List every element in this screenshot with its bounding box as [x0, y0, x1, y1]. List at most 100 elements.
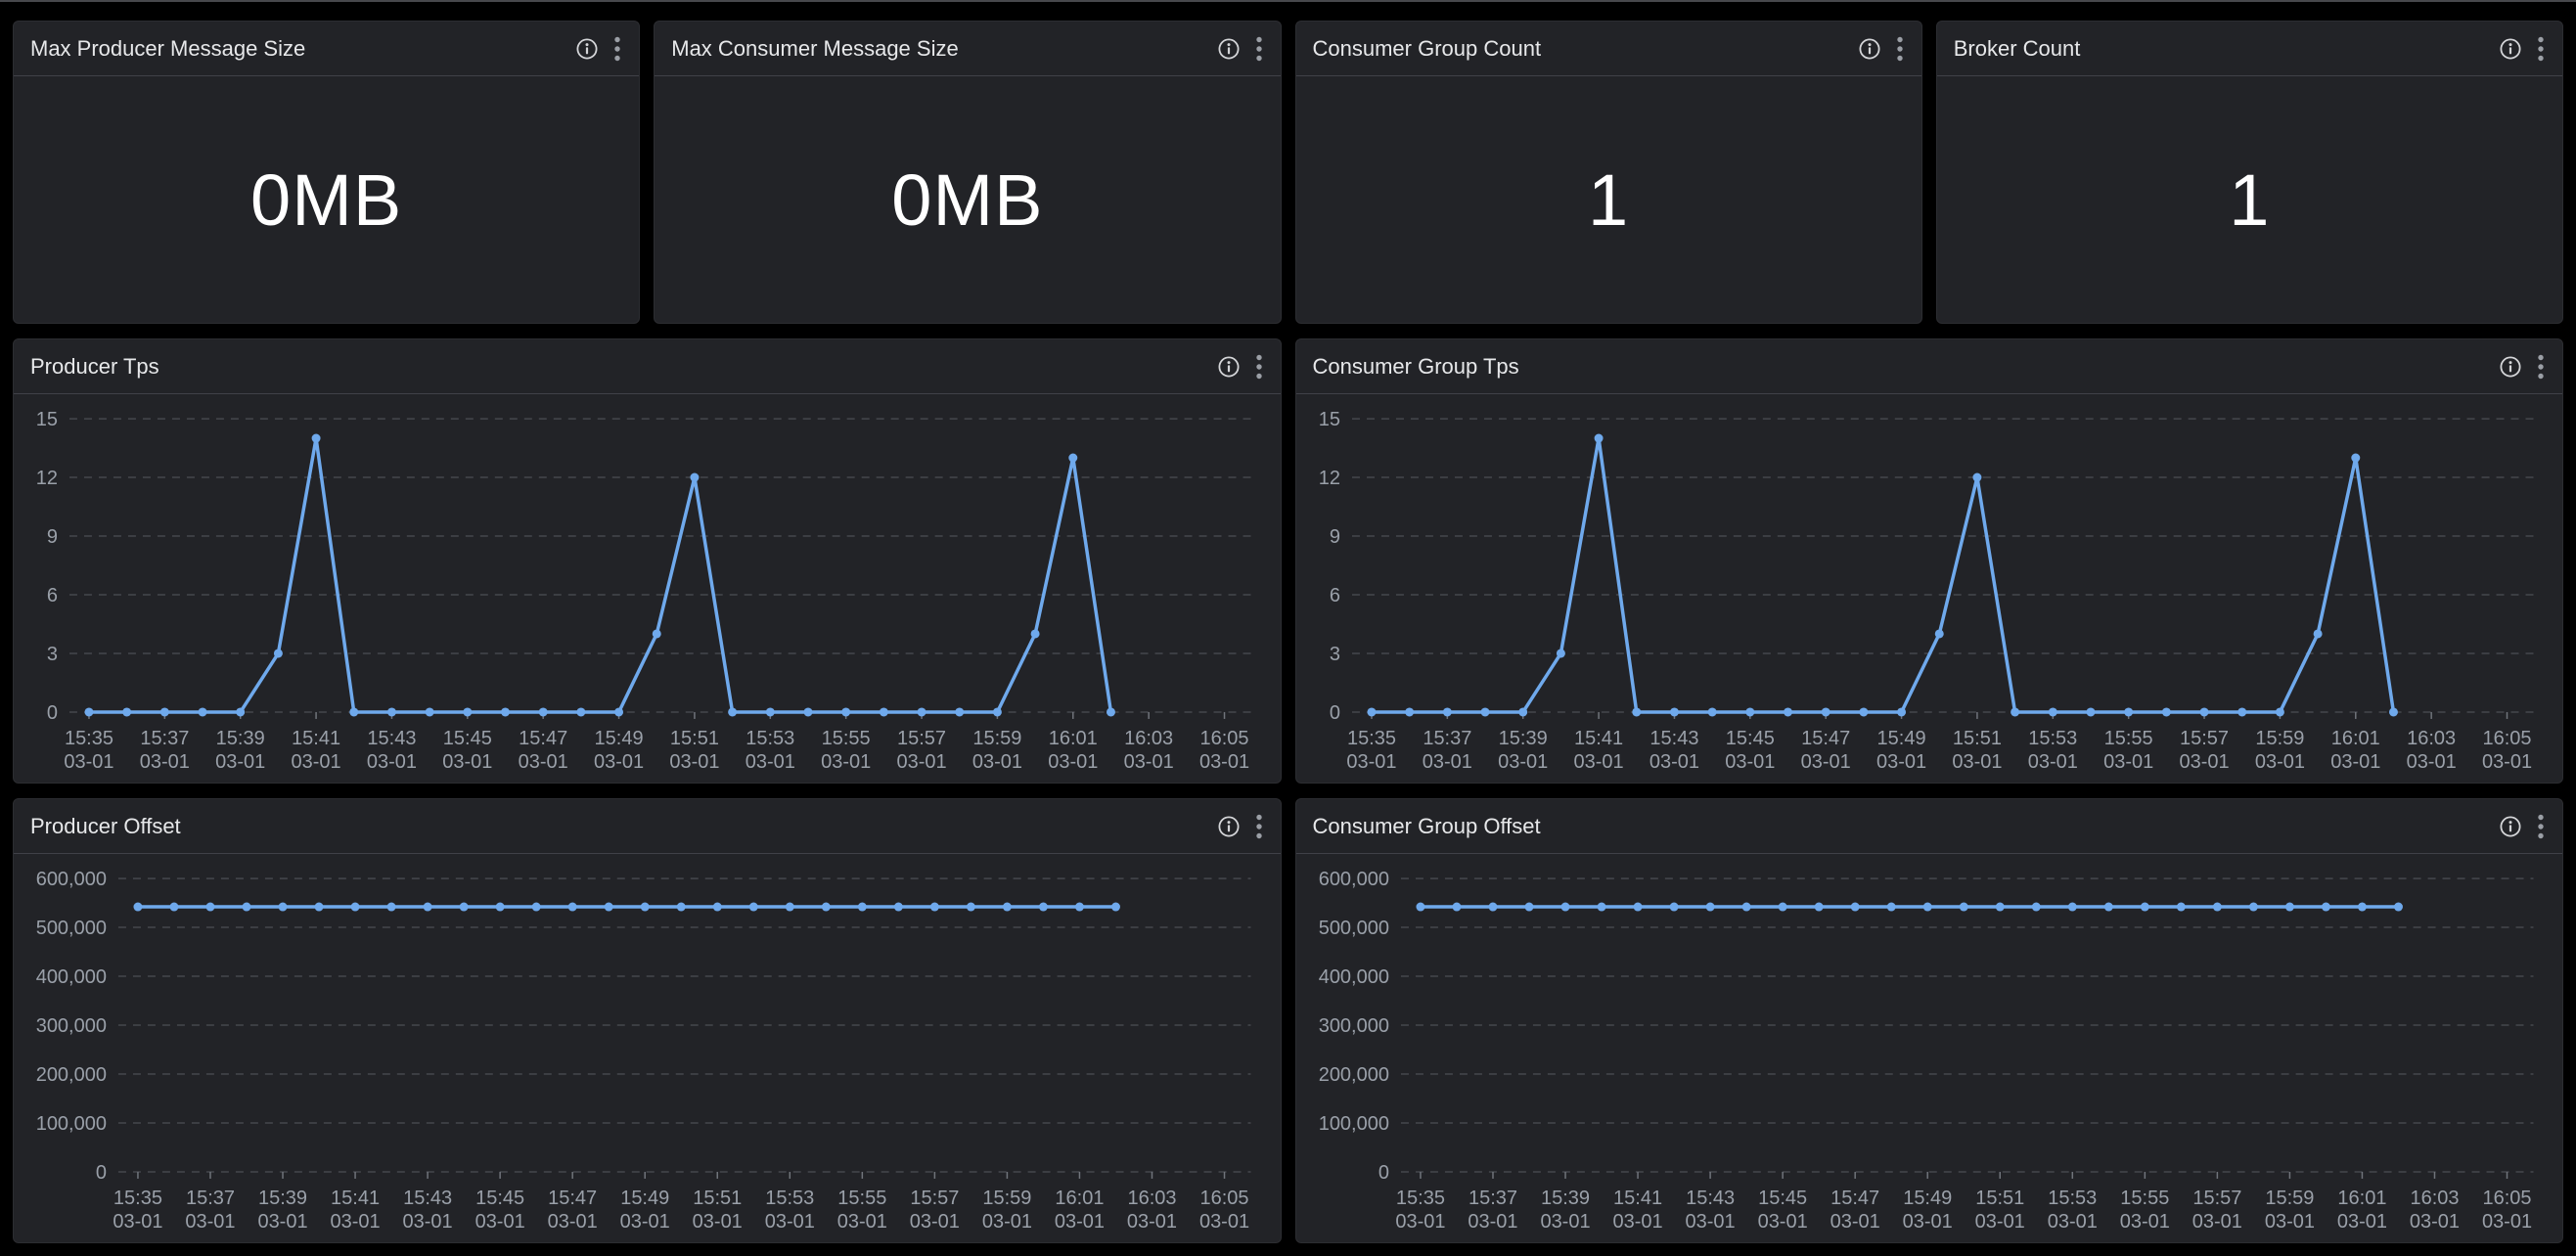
svg-text:03-01: 03-01 — [2481, 1211, 2531, 1233]
svg-text:03-01: 03-01 — [1800, 751, 1850, 773]
svg-text:03-01: 03-01 — [1952, 751, 2002, 773]
info-icon[interactable] — [2499, 37, 2522, 61]
svg-text:15:59: 15:59 — [2265, 1188, 2314, 1209]
panel-title: Max Consumer Message Size — [671, 35, 959, 61]
kebab-menu-icon[interactable] — [1255, 353, 1263, 381]
info-icon[interactable] — [1217, 815, 1241, 838]
svg-text:15:59: 15:59 — [972, 728, 1021, 749]
svg-text:03-01: 03-01 — [746, 751, 795, 773]
panel-title: Consumer Group Count — [1312, 35, 1542, 61]
svg-text:15:55: 15:55 — [2120, 1188, 2169, 1209]
svg-text:15:51: 15:51 — [670, 728, 719, 749]
svg-text:15:37: 15:37 — [140, 728, 189, 749]
svg-text:600,000: 600,000 — [1318, 869, 1388, 890]
svg-text:03-01: 03-01 — [693, 1211, 743, 1233]
svg-text:15:59: 15:59 — [2255, 728, 2304, 749]
svg-text:03-01: 03-01 — [1395, 1211, 1445, 1233]
svg-text:03-01: 03-01 — [1124, 751, 1174, 773]
svg-text:15:39: 15:39 — [1541, 1188, 1590, 1209]
svg-text:15:57: 15:57 — [897, 728, 946, 749]
svg-text:03-01: 03-01 — [1830, 1211, 1879, 1233]
svg-text:15:43: 15:43 — [367, 728, 416, 749]
svg-text:03-01: 03-01 — [669, 751, 719, 773]
chart-canvas-consumer-group-tps[interactable]: 0369121515:3503-0115:3703-0115:3903-0115… — [1296, 394, 2563, 784]
dashboard-grid: Max Producer Message Size 0MB Max Consum… — [13, 21, 2563, 1243]
svg-text:03-01: 03-01 — [2264, 1211, 2314, 1233]
info-icon[interactable] — [2499, 355, 2522, 379]
svg-text:15:55: 15:55 — [822, 728, 871, 749]
svg-text:500,000: 500,000 — [36, 918, 107, 939]
svg-text:3: 3 — [1329, 644, 1339, 665]
svg-text:03-01: 03-01 — [331, 1211, 381, 1233]
panel-header: Max Consumer Message Size — [655, 22, 1281, 76]
svg-text:15:53: 15:53 — [2048, 1188, 2097, 1209]
panel-broker-count: Broker Count 1 — [1935, 21, 2563, 324]
svg-text:16:05: 16:05 — [1200, 728, 1249, 749]
info-icon[interactable] — [2499, 815, 2522, 838]
kebab-menu-icon[interactable] — [2537, 353, 2545, 381]
chart-canvas-consumer-group-offset[interactable]: 0 100,000 200,000 300,000 400,000 500,000 600,… — [1296, 854, 2563, 1243]
info-icon[interactable] — [1217, 355, 1241, 379]
info-icon[interactable] — [575, 37, 599, 61]
svg-text:03-01: 03-01 — [185, 1211, 235, 1233]
header-icons — [1217, 353, 1263, 381]
kebab-menu-icon[interactable] — [2537, 813, 2545, 840]
svg-text:15:35: 15:35 — [1346, 728, 1395, 749]
panel-header: Max Producer Message Size — [14, 22, 640, 76]
kebab-menu-icon[interactable] — [2537, 35, 2545, 63]
svg-text:03-01: 03-01 — [2406, 751, 2456, 773]
svg-text:03-01: 03-01 — [910, 1211, 960, 1233]
svg-text:15:39: 15:39 — [1498, 728, 1547, 749]
svg-text:03-01: 03-01 — [2103, 751, 2153, 773]
svg-text:6: 6 — [47, 585, 58, 606]
header-icons — [1217, 813, 1263, 840]
svg-text:03-01: 03-01 — [620, 1211, 670, 1233]
svg-text:16:03: 16:03 — [2407, 728, 2456, 749]
info-icon[interactable] — [1858, 37, 1881, 61]
stat-body: 1 — [1296, 76, 1921, 323]
svg-text:0: 0 — [96, 1162, 107, 1184]
svg-text:15:41: 15:41 — [1613, 1188, 1662, 1209]
svg-text:600,000: 600,000 — [36, 869, 107, 890]
svg-text:300,000: 300,000 — [1318, 1015, 1388, 1037]
svg-text:16:03: 16:03 — [1124, 728, 1173, 749]
svg-text:15:35: 15:35 — [1395, 1188, 1444, 1209]
svg-text:15:49: 15:49 — [595, 728, 644, 749]
svg-text:100,000: 100,000 — [1318, 1113, 1388, 1135]
svg-text:03-01: 03-01 — [2254, 751, 2304, 773]
svg-text:03-01: 03-01 — [2481, 751, 2531, 773]
chart-canvas-producer-tps[interactable]: 0369121515:3503-0115:3703-0115:3903-0115… — [14, 394, 1281, 784]
chart-canvas-producer-offset[interactable]: 0 100,000 200,000 300,000 400,000 500,000 600,… — [14, 854, 1281, 1243]
svg-text:03-01: 03-01 — [1902, 1211, 1952, 1233]
stat-value: 1 — [1588, 158, 1630, 241]
svg-text:03-01: 03-01 — [1757, 1211, 1807, 1233]
panel-title: Producer Tps — [30, 353, 159, 379]
panel-header: Consumer Group Count — [1295, 22, 1921, 76]
svg-text:15:45: 15:45 — [1725, 728, 1774, 749]
svg-text:0: 0 — [47, 702, 58, 724]
svg-text:15:45: 15:45 — [475, 1188, 524, 1209]
panel-header: Consumer Group Tps — [1295, 339, 2562, 394]
svg-text:15:51: 15:51 — [1952, 728, 2001, 749]
svg-text:15:57: 15:57 — [2192, 1188, 2241, 1209]
svg-text:15:43: 15:43 — [1686, 1188, 1735, 1209]
kebab-menu-icon[interactable] — [613, 35, 621, 63]
svg-text:0: 0 — [1378, 1162, 1388, 1184]
kebab-menu-icon[interactable] — [1255, 813, 1263, 840]
info-icon[interactable] — [1217, 37, 1241, 61]
kebab-menu-icon[interactable] — [1896, 35, 1904, 63]
kebab-menu-icon[interactable] — [1255, 35, 1263, 63]
svg-text:03-01: 03-01 — [215, 751, 265, 773]
panel-title: Consumer Group Tps — [1312, 353, 1519, 379]
svg-text:15:59: 15:59 — [982, 1188, 1031, 1209]
svg-text:15:35: 15:35 — [113, 1188, 162, 1209]
svg-text:03-01: 03-01 — [1649, 751, 1698, 773]
svg-text:12: 12 — [36, 468, 58, 489]
panel-title: Consumer Group Offset — [1312, 813, 1541, 838]
header-icons — [2499, 353, 2545, 381]
svg-text:03-01: 03-01 — [1055, 1211, 1105, 1233]
svg-text:03-01: 03-01 — [1199, 751, 1249, 773]
svg-text:03-01: 03-01 — [1540, 1211, 1590, 1233]
svg-text:16:03: 16:03 — [1127, 1188, 1176, 1209]
svg-text:15:49: 15:49 — [1903, 1188, 1952, 1209]
